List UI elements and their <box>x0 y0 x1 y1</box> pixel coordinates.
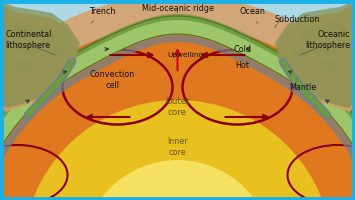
Text: Mid-oceanic ridge: Mid-oceanic ridge <box>142 4 213 13</box>
Polygon shape <box>0 35 355 200</box>
Text: Upwelling: Upwelling <box>168 52 203 58</box>
Ellipse shape <box>46 47 64 57</box>
Ellipse shape <box>300 28 320 42</box>
Text: Hot: Hot <box>235 60 250 70</box>
Wedge shape <box>0 25 355 200</box>
Ellipse shape <box>19 44 41 56</box>
Text: Oceanic
lithosphere: Oceanic lithosphere <box>305 30 350 50</box>
Ellipse shape <box>6 40 24 50</box>
Ellipse shape <box>331 40 349 50</box>
Text: Convection
cell: Convection cell <box>90 70 135 90</box>
Text: Continental
lithosphere: Continental lithosphere <box>5 30 51 50</box>
Polygon shape <box>277 0 355 112</box>
Ellipse shape <box>291 47 309 57</box>
Text: Trench: Trench <box>89 7 116 23</box>
Polygon shape <box>0 14 355 200</box>
Ellipse shape <box>322 21 348 39</box>
Text: Ocean: Ocean <box>240 7 266 24</box>
Wedge shape <box>82 160 273 200</box>
Text: Subduction: Subduction <box>275 15 320 24</box>
Polygon shape <box>0 0 80 108</box>
Text: Cold: Cold <box>234 46 251 54</box>
Wedge shape <box>22 100 333 200</box>
Ellipse shape <box>314 44 336 56</box>
Ellipse shape <box>35 28 55 42</box>
Ellipse shape <box>7 21 33 39</box>
Polygon shape <box>0 16 355 200</box>
Ellipse shape <box>15 59 35 71</box>
Text: Inner
core: Inner core <box>167 137 188 157</box>
Text: Outer
core: Outer core <box>165 97 190 117</box>
Polygon shape <box>0 0 78 112</box>
Text: Mantle: Mantle <box>289 82 316 92</box>
Polygon shape <box>275 0 355 108</box>
Ellipse shape <box>320 59 340 71</box>
